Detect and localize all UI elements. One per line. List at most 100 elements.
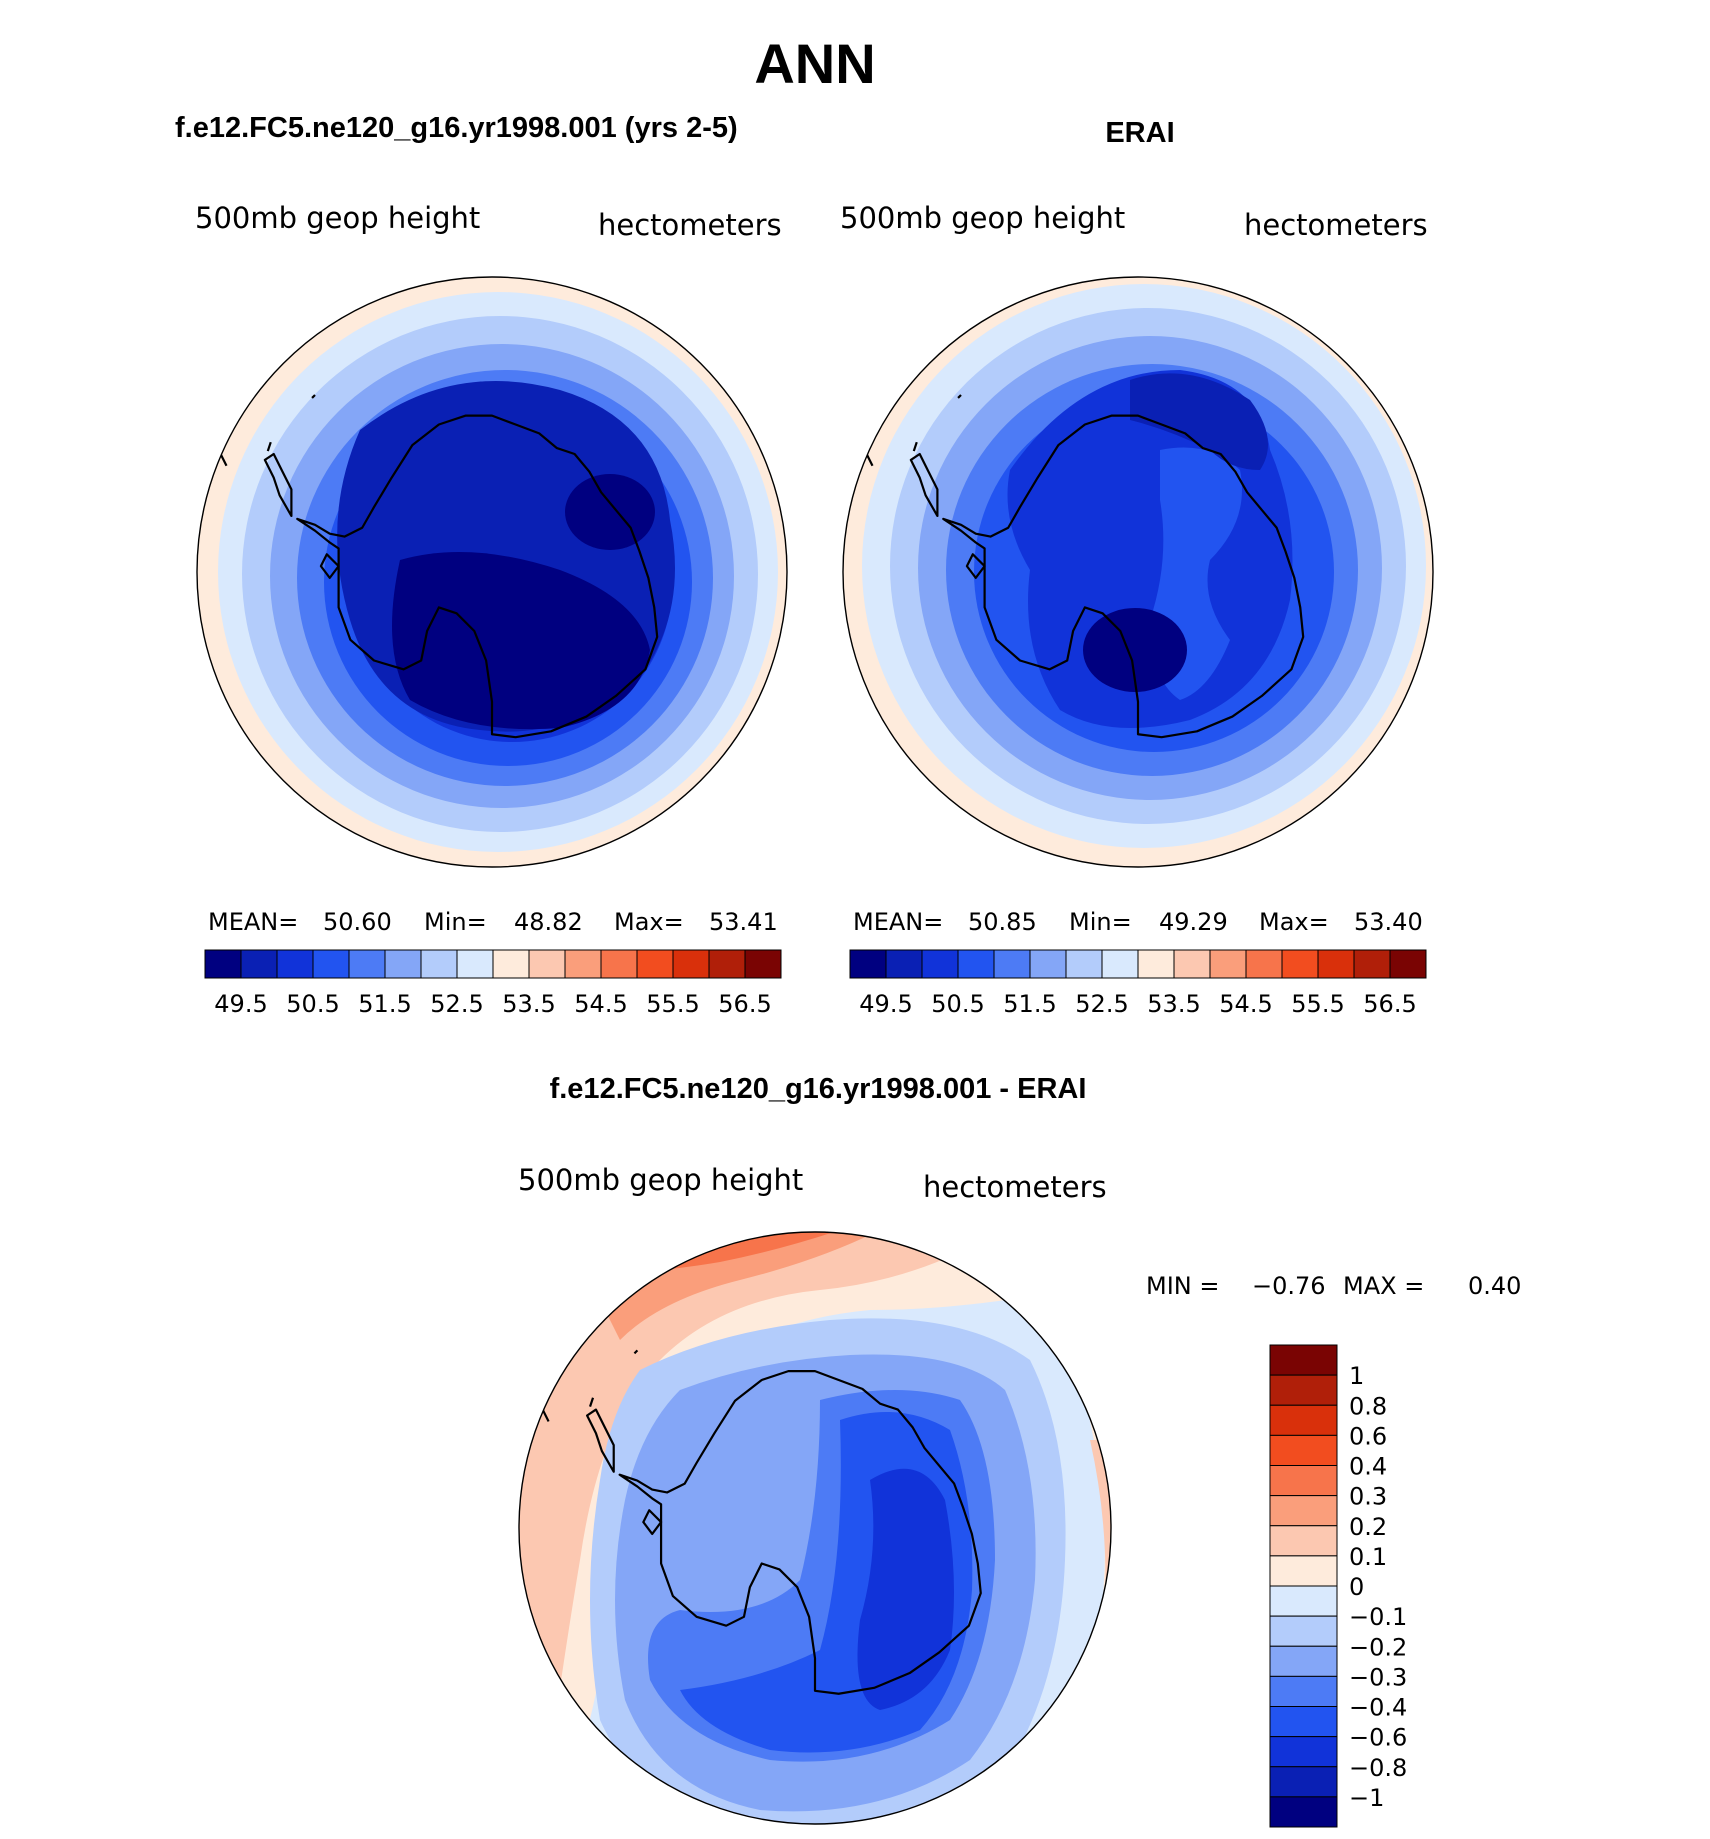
panel-obs-colorbar-tick-label: 49.5 <box>859 990 912 1018</box>
panel-diff-map <box>519 1232 1111 1824</box>
panel-diff-colorbar-cell <box>1269 1374 1338 1406</box>
panel-diff-colorbar-tick-label: −0.1 <box>1349 1603 1407 1631</box>
panel-model-max-value: 53.41 <box>709 908 778 936</box>
panel-model-colorbar-cell <box>312 949 350 979</box>
panel-obs-colorbar: 49.5 50.5 51.5 52.5 53.5 54.5 55.5 56.5 <box>849 949 1427 1018</box>
panel-model-colorbar-tick-label: 50.5 <box>286 990 339 1018</box>
panel-diff-colorbar-tick-label: −0.8 <box>1349 1754 1407 1782</box>
panel-obs-stats: MEAN= 50.85 Min= 49.29 Max= 53.40 <box>853 908 1423 936</box>
panel-obs-colorbar-cell <box>1173 949 1211 979</box>
panel-diff-colorbar-tick-label: −0.2 <box>1349 1633 1407 1661</box>
panel-diff-colorbar-cell <box>1269 1465 1338 1497</box>
panel-diff-colorbar-tick-label: 0 <box>1349 1573 1364 1601</box>
panel-diff-colorbar: 10.80.6 0.40.30.20.10−0.1−0.2−0.3 −0.4−0.6… <box>1269 1344 1407 1828</box>
panel-diff-colorbar-cell <box>1269 1675 1338 1707</box>
panel-diff-variable: 500mb geop height <box>518 1163 803 1197</box>
panel-model-colorbar-cell <box>528 949 566 979</box>
panel-model-colorbar-tick-label: 51.5 <box>358 990 411 1018</box>
panel-obs-mean-label: MEAN= <box>853 908 943 936</box>
panel-model-min-value: 48.82 <box>514 908 583 936</box>
panel-diff-colorbar-cell <box>1269 1434 1338 1466</box>
panel-diff-colorbar-tick-label: 0.4 <box>1349 1453 1387 1481</box>
panel-diff-colorbar-cell <box>1269 1766 1338 1798</box>
panel-diff-colorbar-tick-label: 0.3 <box>1349 1483 1387 1511</box>
panel-diff-colorbar-tick-label: 0.6 <box>1349 1422 1387 1450</box>
panel-diff-colorbar-cell <box>1269 1736 1338 1768</box>
panel-model-stats: MEAN= 50.60 Min= 48.82 Max= 53.41 <box>208 908 778 936</box>
panel-model-colorbar-tick-label: 54.5 <box>574 990 627 1018</box>
panel-diff-colorbar-tick-label: 1 <box>1349 1362 1364 1390</box>
panel-model-colorbar-cell <box>204 949 242 979</box>
panel-diff-colorbar-cell <box>1269 1585 1338 1617</box>
panel-model-units: hectometers <box>598 208 782 242</box>
panel-obs-map <box>843 277 1433 867</box>
panel-model-colorbar-cell <box>744 949 782 979</box>
panel-model-case-title: f.e12.FC5.ne120_g16.yr1998.001 (yrs 2-5) <box>175 112 738 144</box>
panel-model-colorbar-cell <box>492 949 530 979</box>
panel-model-map-border <box>196 276 788 868</box>
panel-obs-units: hectometers <box>1244 208 1428 242</box>
panel-model-variable: 500mb geop height <box>195 201 480 235</box>
panel-obs-colorbar-tick-label: 54.5 <box>1219 990 1272 1018</box>
panel-model-max-label: Max= <box>614 908 684 936</box>
panel-diff-colorbar-tick-label: 0.8 <box>1349 1392 1387 1420</box>
panel-model-colorbar-cell <box>564 949 602 979</box>
panel-diff-colorbar-cell <box>1269 1796 1338 1828</box>
panel-obs-colorbar-cell <box>1029 949 1067 979</box>
panel-model-colorbar-cell <box>348 949 386 979</box>
panel-diff-colorbar-tick-label: −0.6 <box>1349 1724 1407 1752</box>
panel-obs-colorbar-tick-label: 56.5 <box>1363 990 1416 1018</box>
panel-obs-colorbar-cell <box>921 949 959 979</box>
panel-obs-colorbar-cell <box>885 949 923 979</box>
panel-diff-stats: MIN = −0.76 MAX = 0.40 <box>1146 1272 1521 1300</box>
panel-obs-colorbar-tick-label: 51.5 <box>1003 990 1056 1018</box>
panel-obs-colorbar-cell <box>1209 949 1247 979</box>
panel-obs-variable: 500mb geop height <box>840 201 1125 235</box>
panel-obs: ERAI 500mb geop height hectometers MEAN=… <box>840 117 1434 1018</box>
panel-diff-colorbar-cell <box>1269 1404 1338 1436</box>
panel-obs-max-value: 53.40 <box>1354 908 1423 936</box>
panel-diff-colorbar-cell <box>1269 1555 1338 1587</box>
panel-obs-colorbar-cell <box>1281 949 1319 979</box>
panel-model-mean-value: 50.60 <box>323 908 392 936</box>
panel-obs-colorbar-cell <box>1137 949 1175 979</box>
panel-obs-colorbar-cell <box>993 949 1031 979</box>
panel-diff-colorbar-tick-label: 0.2 <box>1349 1513 1387 1541</box>
panel-obs-mean-value: 50.85 <box>968 908 1037 936</box>
panel-diff-min-label: MIN = <box>1146 1272 1219 1300</box>
panel-diff: f.e12.FC5.ne120_g16.yr1998.001 - ERAI 50… <box>518 1073 1521 1828</box>
panel-obs-colorbar-cell <box>1317 949 1355 979</box>
panel-obs-case-title: ERAI <box>1105 117 1174 149</box>
panel-diff-colorbar-cell <box>1269 1495 1338 1527</box>
panel-model-colorbar-cell <box>420 949 458 979</box>
panel-model-colorbar-tick-label: 56.5 <box>718 990 771 1018</box>
panel-diff-colorbar-tick-label: −0.3 <box>1349 1663 1407 1691</box>
panel-model-colorbar-tick-label: 52.5 <box>430 990 483 1018</box>
panel-diff-colorbar-tick-label: −0.4 <box>1349 1694 1407 1722</box>
panel-obs-colorbar-cell <box>957 949 995 979</box>
panel-obs-min-label: Min= <box>1069 908 1132 936</box>
panel-obs-colorbar-tick-label: 55.5 <box>1291 990 1344 1018</box>
panel-model-colorbar-cell <box>384 949 422 979</box>
panel-obs-map-border <box>842 276 1434 868</box>
panel-obs-colorbar-cell <box>849 949 887 979</box>
panel-diff-max-value: 0.40 <box>1468 1272 1521 1300</box>
panel-diff-units: hectometers <box>923 1170 1107 1204</box>
figure-title: ANN <box>754 32 875 95</box>
panel-model-min-label: Min= <box>424 908 487 936</box>
panel-obs-colorbar-cell <box>1389 949 1427 979</box>
panel-obs-colorbar-cell <box>1101 949 1139 979</box>
panel-obs-colorbar-tick-label: 52.5 <box>1075 990 1128 1018</box>
panel-model-colorbar-cell <box>456 949 494 979</box>
panel-diff-colorbar-cell <box>1269 1706 1338 1738</box>
panel-obs-colorbar-cell <box>1353 949 1391 979</box>
panel-obs-colorbar-cell <box>1065 949 1103 979</box>
panel-diff-colorbar-cell <box>1269 1645 1338 1677</box>
panel-model-colorbar-tick-label: 49.5 <box>214 990 267 1018</box>
panel-model-colorbar-cell <box>672 949 710 979</box>
panel-diff-colorbar-tick-label: 0.1 <box>1349 1543 1387 1571</box>
panel-model-colorbar-tick-label: 55.5 <box>646 990 699 1018</box>
panel-diff-colorbar-cell <box>1269 1615 1338 1647</box>
panel-obs-colorbar-cell <box>1245 949 1283 979</box>
